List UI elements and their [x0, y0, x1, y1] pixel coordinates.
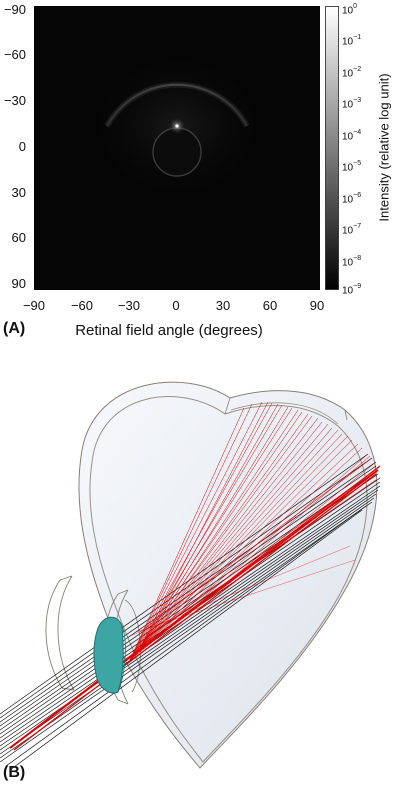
- eye-shell-inner: [230, 402, 339, 425]
- x-tick: −30: [117, 298, 141, 313]
- colorbar-tick: 10−8: [342, 255, 362, 269]
- y-tick: 30: [11, 185, 26, 200]
- y-tick: 0: [18, 139, 26, 154]
- y-tick: 60: [11, 230, 26, 245]
- bright-spot: [175, 124, 179, 128]
- lens-edge: [117, 625, 126, 693]
- x-tick: 0: [172, 298, 180, 313]
- colorbar-label: Intensity (relative log unit): [376, 73, 392, 222]
- crystalline-lens: [93, 616, 124, 694]
- cornea-shell: [45, 575, 75, 691]
- x-tick: −60: [70, 298, 94, 313]
- x-axis-label: Retinal field angle (degrees): [75, 322, 263, 339]
- colorbar-tick: 100: [342, 3, 358, 17]
- colorbar-tick: 10−4: [342, 129, 362, 143]
- colorbar: [325, 6, 339, 290]
- x-tick: −90: [22, 298, 46, 313]
- colorbar-tick: 10−6: [342, 192, 362, 206]
- eye-shell-inner: [224, 397, 348, 421]
- x-tick: 60: [262, 298, 278, 313]
- colorbar-tick: 10−9: [342, 283, 362, 297]
- intensity-heatmap: [34, 6, 320, 290]
- y-tick: −30: [3, 93, 26, 108]
- colorbar-tick: 10−7: [342, 223, 362, 237]
- y-tick: −90: [3, 2, 26, 17]
- ghost-circle: [152, 127, 202, 177]
- colorbar-tick: 10−3: [342, 97, 362, 111]
- eye-outline-back: [78, 381, 378, 769]
- colorbar-tick: 10−2: [342, 66, 362, 80]
- eye-raytrace-render: [0, 381, 381, 771]
- colorbar-tick: 10−1: [342, 34, 362, 48]
- x-tick: 30: [215, 298, 231, 313]
- eye-outline-front: [89, 396, 368, 763]
- panel-b-label: (B): [3, 764, 26, 781]
- y-tick: −60: [3, 47, 26, 62]
- y-tick: 90: [11, 276, 26, 291]
- ray-bundle-red: [9, 401, 381, 751]
- colorbar-tick: 10−5: [342, 160, 362, 174]
- panel-a-label: (A): [3, 320, 26, 337]
- x-tick: 90: [309, 298, 325, 313]
- ghost-arc-halo: [104, 81, 250, 128]
